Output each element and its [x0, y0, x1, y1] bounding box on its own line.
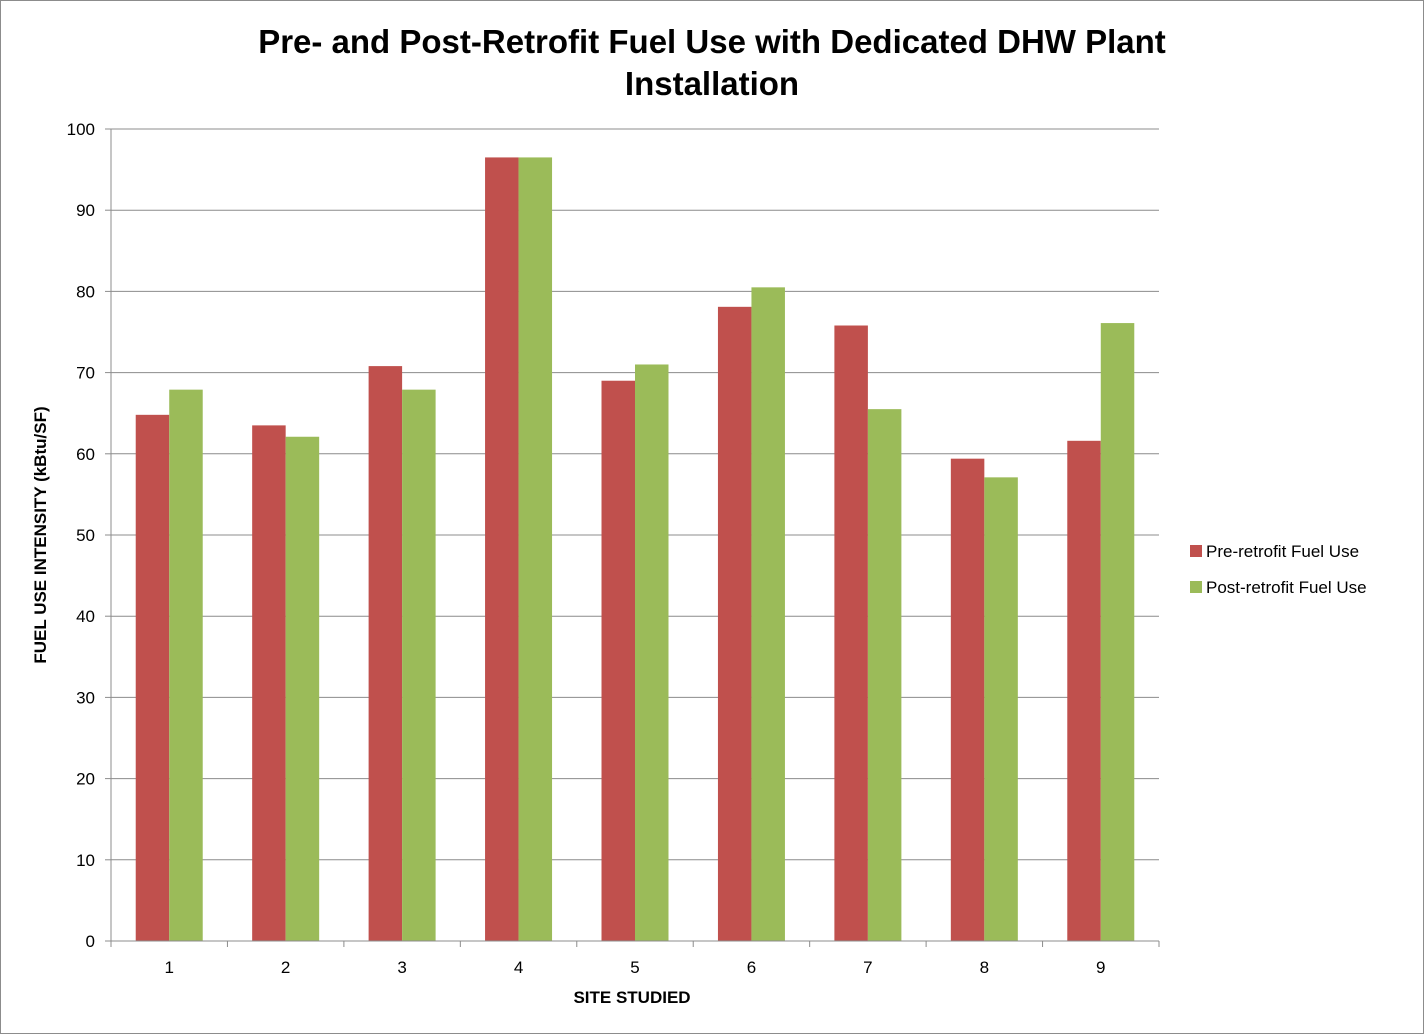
- bar-pre-site-4: [485, 157, 519, 942]
- legend: Pre-retrofit Fuel Use Post-retrofit Fuel …: [1190, 542, 1367, 597]
- bar-post-site-4: [518, 157, 553, 942]
- bar-pre-site-7: [834, 325, 868, 941]
- bar-post-site-3: [402, 389, 436, 942]
- bar-pre-site-8: [950, 458, 985, 941]
- y-tick-label: 70: [76, 364, 95, 383]
- x-tick-label: 8: [980, 958, 989, 977]
- bar-post-site-7: [867, 409, 902, 941]
- y-tick-label: 50: [76, 526, 95, 545]
- bar-post-site-1: [169, 389, 203, 942]
- bar-post-site-5: [635, 364, 669, 942]
- x-tick-label: 7: [863, 958, 872, 977]
- axes: [110, 129, 1159, 942]
- bars: [135, 157, 1135, 942]
- bar-pre-site-5: [601, 380, 635, 942]
- y-tick-label: 20: [76, 770, 95, 789]
- y-tick-label: 0: [86, 932, 95, 951]
- x-axis-ticks: 1 2 3 4 5 6 7 8 9: [110, 941, 1160, 977]
- y-tick-label: 80: [76, 282, 95, 301]
- bar-pre-site-6: [717, 306, 752, 941]
- bar-post-site-9: [1100, 323, 1135, 941]
- y-tick-label: 100: [67, 120, 95, 139]
- bar-post-site-8: [984, 477, 1018, 941]
- y-tick-label: 30: [76, 688, 95, 707]
- y-tick-label: 90: [76, 201, 95, 220]
- legend-swatch-pre: [1190, 545, 1202, 557]
- bar-post-site-6: [751, 287, 785, 942]
- x-tick-label: 3: [397, 958, 406, 977]
- x-tick-label: 9: [1096, 958, 1105, 977]
- chart-title-line-2: Installation: [625, 65, 799, 102]
- y-tick-label: 60: [76, 445, 95, 464]
- x-tick-label: 5: [630, 958, 639, 977]
- bar-pre-site-3: [368, 366, 403, 941]
- chart-title: Pre- and Post-Retrofit Fuel Use with Ded…: [258, 23, 1166, 102]
- y-axis-ticks: 0 10 20 30 40 50 60 70 80 90 100: [67, 120, 111, 951]
- bar-pre-site-1: [135, 414, 170, 942]
- x-tick-label: 2: [281, 958, 290, 977]
- bar-pre-site-2: [252, 425, 286, 941]
- chart-title-line-1: Pre- and Post-Retrofit Fuel Use with Ded…: [258, 23, 1166, 60]
- legend-swatch-post: [1190, 581, 1202, 593]
- bar-post-site-2: [285, 436, 320, 941]
- x-tick-label: 1: [164, 958, 173, 977]
- y-axis-label: FUEL USE INTENSITY (kBtu/SF): [31, 406, 50, 663]
- legend-label-pre: Pre-retrofit Fuel Use: [1206, 542, 1359, 561]
- y-tick-label: 40: [76, 607, 95, 626]
- x-tick-label: 4: [514, 958, 523, 977]
- bar-pre-site-9: [1067, 440, 1101, 941]
- legend-label-post: Post-retrofit Fuel Use: [1206, 578, 1367, 597]
- x-axis-label: SITE STUDIED: [573, 988, 690, 1007]
- x-tick-label: 6: [747, 958, 756, 977]
- y-tick-label: 10: [76, 851, 95, 870]
